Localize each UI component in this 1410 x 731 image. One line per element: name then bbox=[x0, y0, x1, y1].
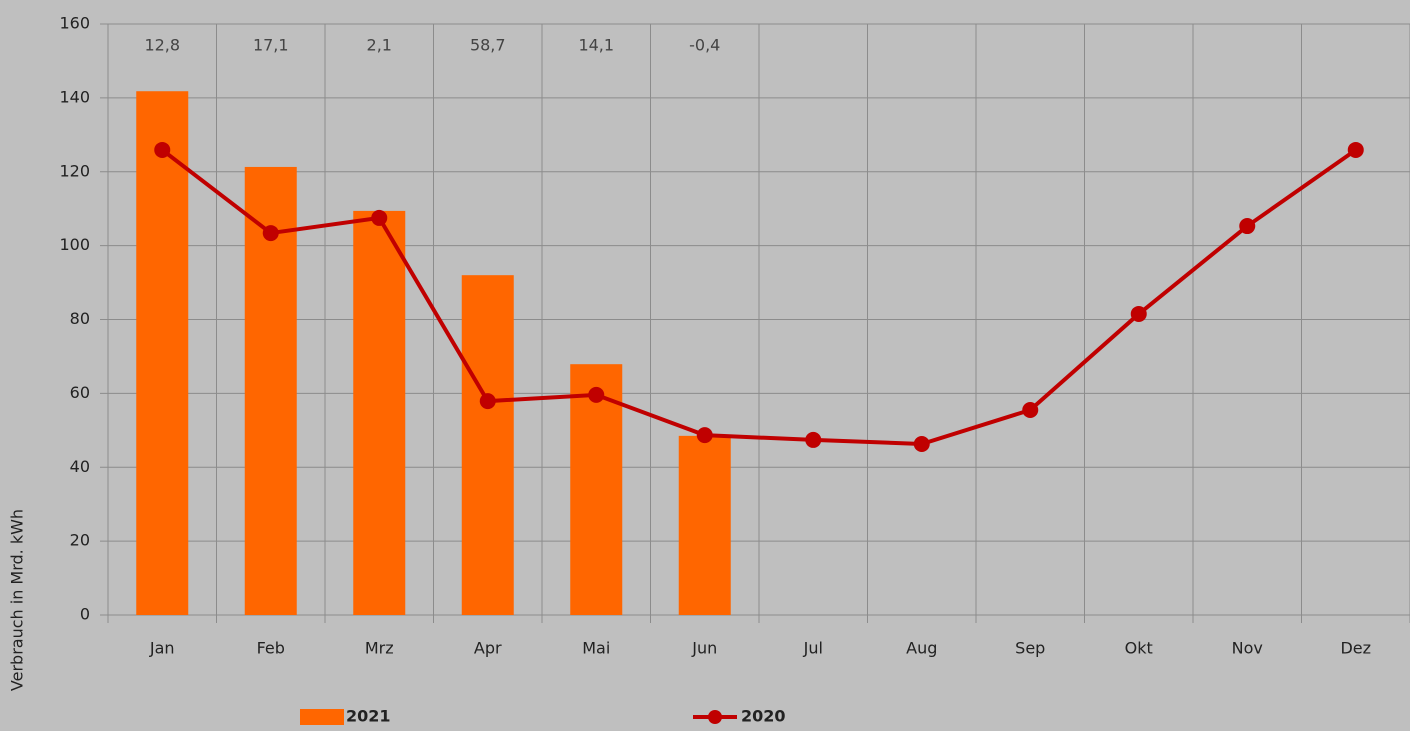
x-tick-label: Nov bbox=[1232, 639, 1263, 658]
annotation: 14,1 bbox=[578, 36, 614, 55]
x-tick-label: Okt bbox=[1125, 639, 1153, 658]
x-tick-label: Dez bbox=[1340, 639, 1371, 658]
y-tick-label: 120 bbox=[59, 161, 90, 180]
y-tick-label: 20 bbox=[70, 531, 90, 550]
legend-swatch bbox=[300, 709, 344, 725]
marker bbox=[913, 435, 930, 452]
bar bbox=[244, 166, 297, 615]
bar bbox=[570, 364, 623, 615]
annotation: -0,4 bbox=[689, 36, 720, 55]
bar bbox=[136, 91, 189, 615]
y-tick-label: 40 bbox=[70, 457, 90, 476]
y-tick-label: 100 bbox=[59, 235, 90, 254]
marker bbox=[262, 225, 279, 242]
marker bbox=[479, 393, 496, 410]
annotation: 2,1 bbox=[367, 36, 392, 55]
x-tick-label: Feb bbox=[257, 639, 285, 658]
x-tick-label: Jul bbox=[803, 639, 823, 658]
x-tick-label: Mrz bbox=[365, 639, 394, 658]
line bbox=[161, 148, 1357, 446]
x-tick-label: Sep bbox=[1015, 639, 1045, 658]
x-tick-label: Mai bbox=[582, 639, 610, 658]
bar bbox=[353, 210, 406, 615]
x-tick-label: Aug bbox=[906, 639, 937, 658]
marker bbox=[1130, 305, 1147, 322]
marker bbox=[805, 431, 822, 448]
legend-label: 2020 bbox=[741, 707, 786, 726]
y-tick-label: 80 bbox=[70, 309, 90, 328]
annotation: 12,8 bbox=[144, 36, 180, 55]
bar bbox=[461, 275, 514, 615]
marker bbox=[696, 427, 713, 444]
y-tick-label: 60 bbox=[70, 383, 90, 402]
marker bbox=[1347, 141, 1364, 158]
annotation: 58,7 bbox=[470, 36, 506, 55]
marker bbox=[1022, 401, 1039, 418]
marker bbox=[154, 141, 171, 158]
x-tick-label: Jan bbox=[149, 639, 175, 658]
y-tick-label: 160 bbox=[59, 14, 90, 33]
bar bbox=[678, 435, 731, 615]
marker bbox=[588, 386, 605, 403]
y-tick-label: 0 bbox=[80, 605, 90, 624]
annotation: 17,1 bbox=[253, 36, 289, 55]
marker bbox=[371, 209, 388, 226]
legend-swatch bbox=[708, 710, 722, 724]
legend-label: 2021 bbox=[346, 707, 391, 726]
x-tick-label: Apr bbox=[474, 639, 502, 658]
y-axis-label: Verbrauch in Mrd. kWh bbox=[8, 509, 27, 691]
marker bbox=[1239, 218, 1256, 235]
x-tick-label: Jun bbox=[691, 639, 717, 658]
y-tick-label: 140 bbox=[59, 87, 90, 106]
